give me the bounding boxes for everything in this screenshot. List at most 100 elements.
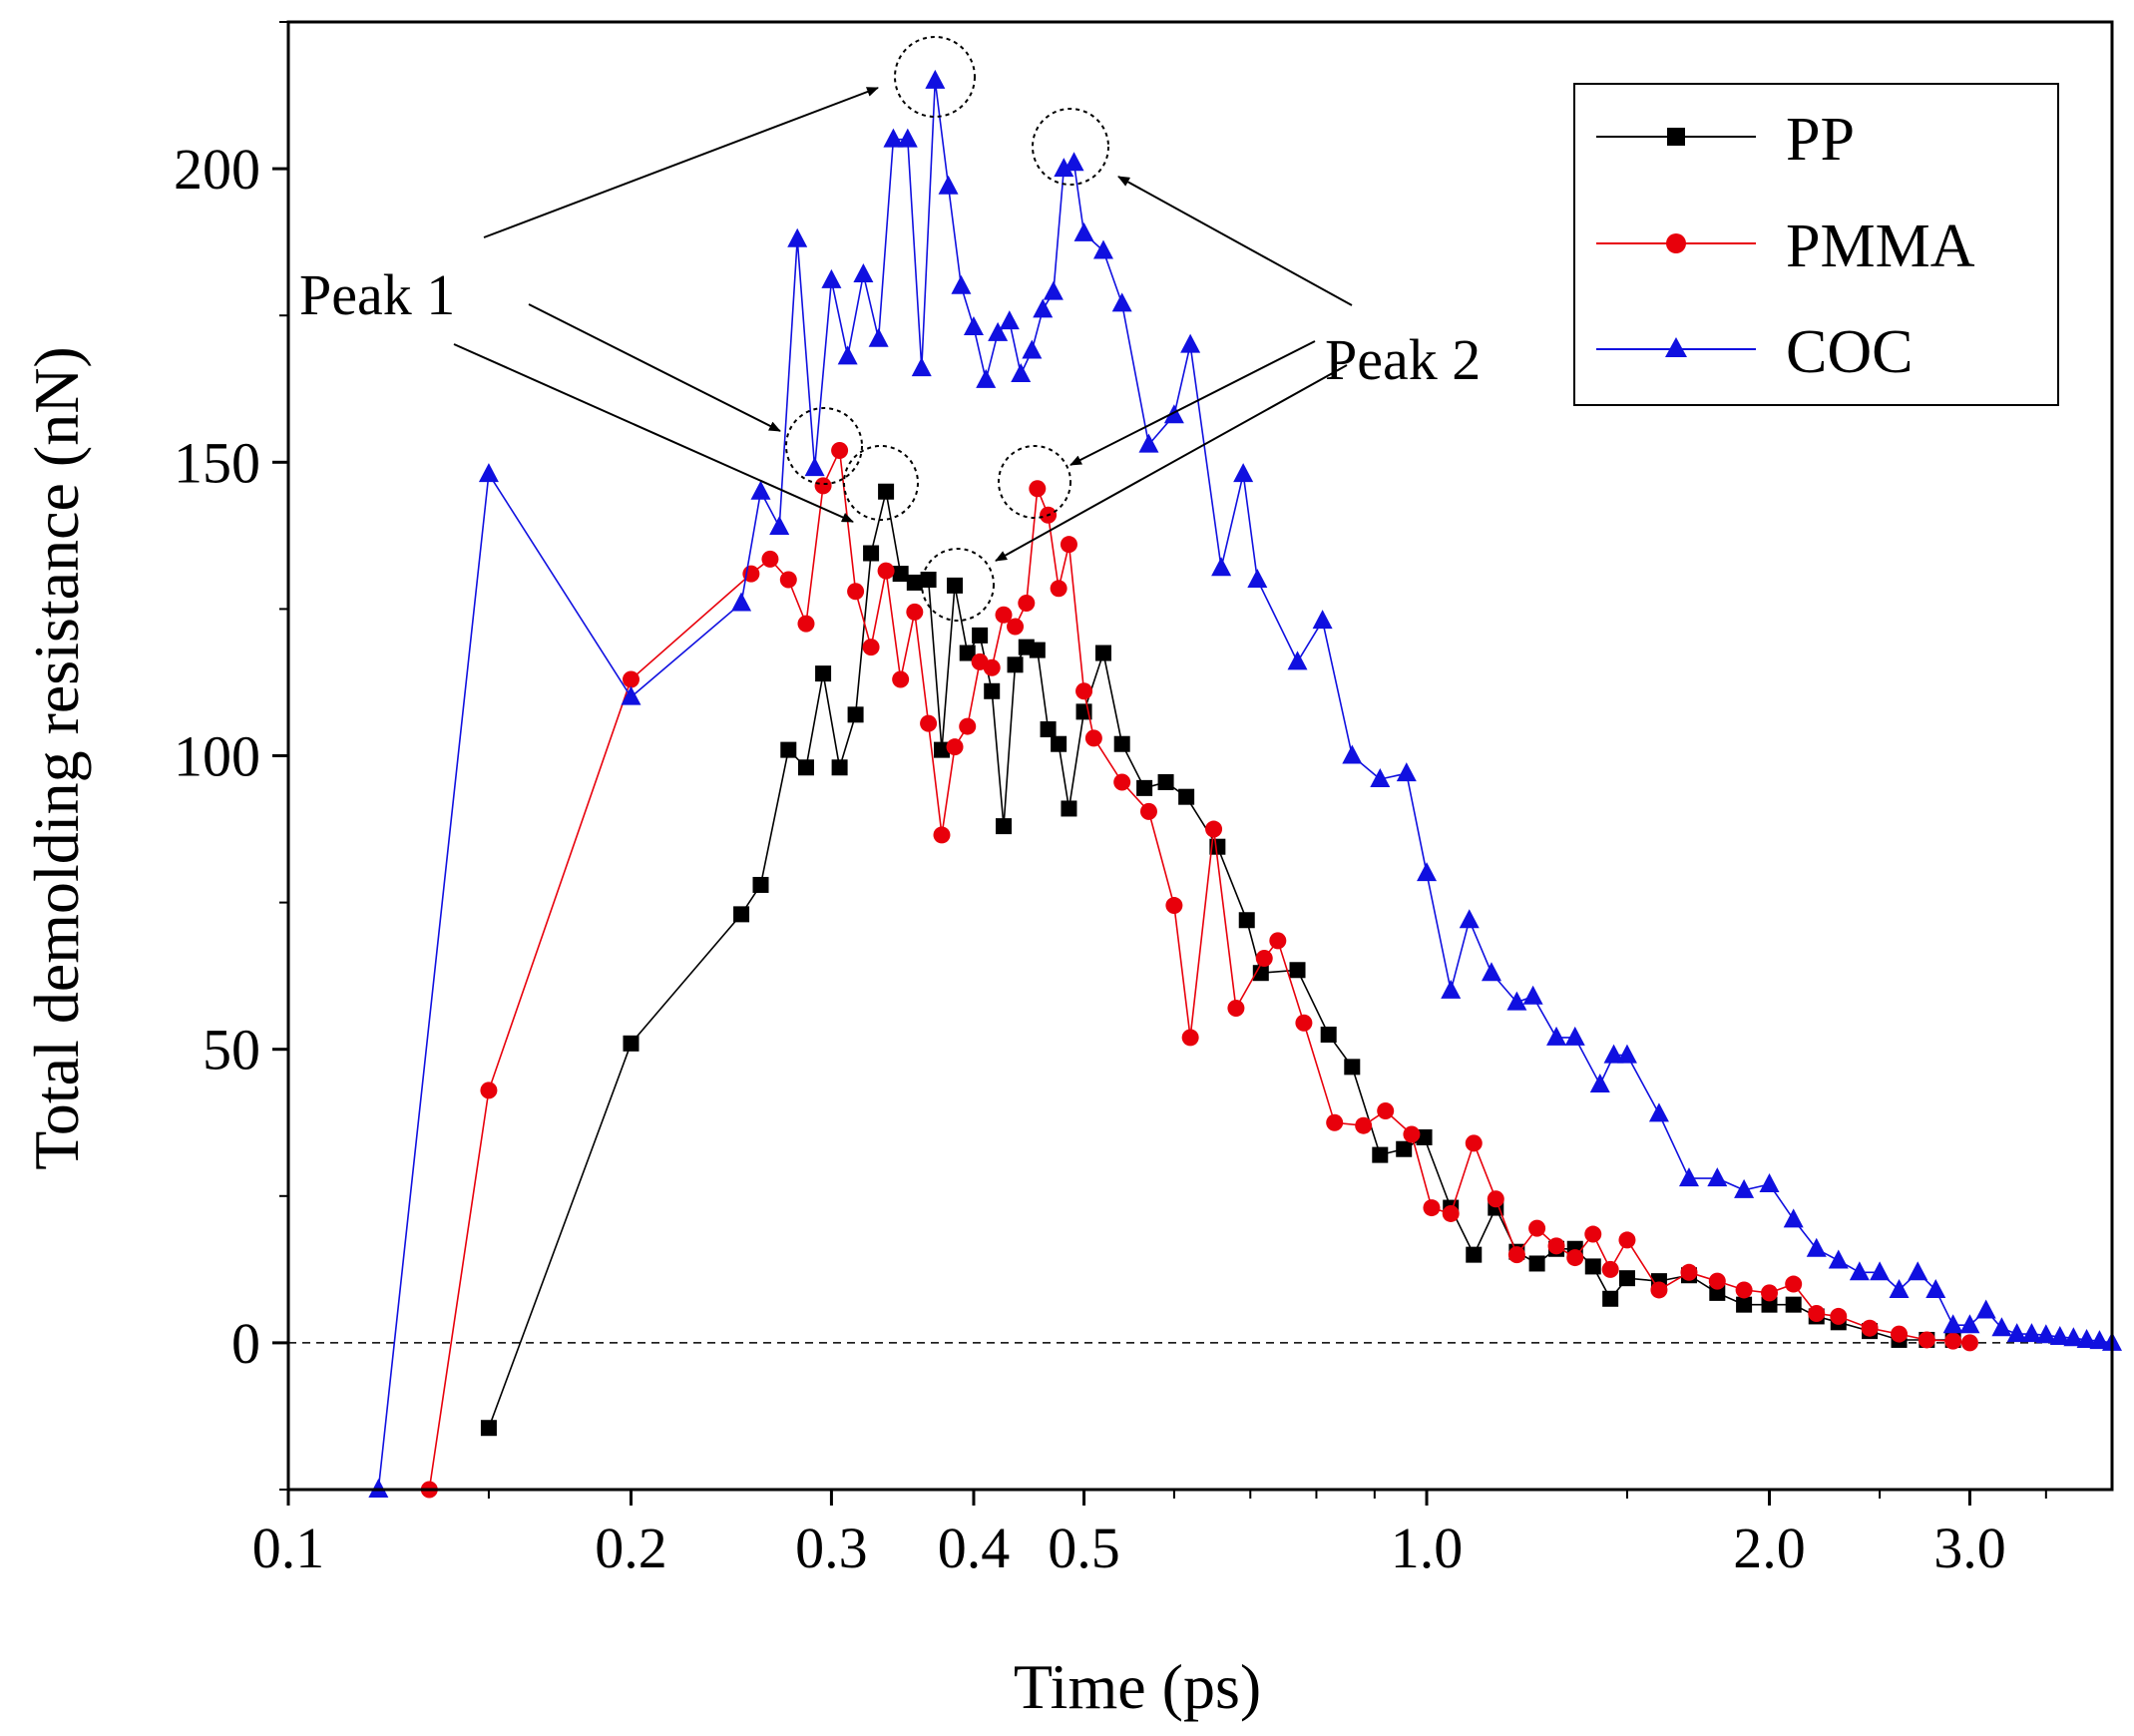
- data-point-pmma-45: [1487, 1190, 1504, 1208]
- data-point-coc-76: [2089, 1330, 2110, 1350]
- data-point-pp-3: [752, 876, 769, 893]
- x-axis-label: Time (ps): [1014, 1651, 1261, 1722]
- data-point-pmma-42: [1423, 1199, 1441, 1217]
- data-point-pmma-44: [1465, 1134, 1483, 1152]
- data-point-pmma-38: [1326, 1113, 1344, 1131]
- data-point-pp-9: [863, 545, 880, 562]
- data-point-pmma-8: [831, 442, 849, 460]
- data-point-coc-65: [1925, 1278, 1946, 1298]
- legend-label-pmma: PMMA: [1786, 213, 1975, 280]
- data-point-coc-39: [1342, 744, 1363, 764]
- data-point-coc-14: [911, 357, 932, 377]
- data-point-coc-55: [1707, 1167, 1728, 1187]
- data-point-coc-64: [1908, 1261, 1928, 1281]
- data-point-pp-25: [1061, 800, 1077, 817]
- data-point-pp-22: [1029, 642, 1046, 658]
- data-point-coc-12: [883, 128, 904, 148]
- data-point-coc-74: [2063, 1327, 2084, 1347]
- data-point-pmma-30: [1139, 802, 1157, 820]
- data-point-coc-27: [1064, 152, 1084, 172]
- data-point-pmma-62: [1891, 1325, 1909, 1343]
- data-point-coc-18: [963, 315, 984, 335]
- series-layer: [368, 69, 2122, 1499]
- data-point-pp-17: [972, 627, 989, 644]
- peak-circle-coc-2: [1032, 108, 1109, 186]
- data-point-pmma-39: [1355, 1116, 1373, 1134]
- data-point-coc-66: [1942, 1314, 1963, 1334]
- data-point-pp-24: [1051, 735, 1067, 752]
- data-point-coc-63: [1889, 1278, 1910, 1298]
- data-point-coc-13: [897, 128, 918, 148]
- data-point-coc-44: [1459, 909, 1480, 929]
- data-point-coc-24: [1033, 298, 1054, 318]
- x-tick-label-0.4: 0.4: [938, 1516, 1011, 1580]
- data-point-pmma-35: [1255, 949, 1273, 967]
- arrow-peak2-coc: [1117, 176, 1353, 306]
- data-point-coc-19: [976, 368, 997, 388]
- x-tick-label-0.2: 0.2: [595, 1516, 667, 1580]
- data-point-coc-7: [804, 457, 825, 477]
- data-point-pp-29: [1136, 779, 1153, 796]
- data-point-pp-49: [1602, 1290, 1619, 1307]
- data-point-pmma-28: [1084, 729, 1102, 747]
- data-point-pp-7: [831, 759, 848, 776]
- data-point-pmma-63: [1918, 1331, 1935, 1349]
- data-point-coc-37: [1287, 651, 1308, 670]
- data-point-coc-22: [1011, 363, 1032, 383]
- data-point-pp-16: [959, 645, 976, 661]
- data-point-coc-70: [2006, 1323, 2027, 1343]
- data-point-coc-10: [853, 263, 874, 283]
- legend-entry-coc: COC: [1596, 318, 1913, 386]
- peak-circle-pmma-1: [785, 407, 863, 485]
- y-axis-label: Total demolding resistance (nN): [21, 346, 92, 1170]
- data-point-coc-58: [1783, 1208, 1804, 1228]
- series-line-pmma: [428, 447, 1970, 1490]
- data-point-pp-1: [623, 1035, 640, 1052]
- series-pmma: [420, 442, 1978, 1499]
- data-point-pmma-2: [622, 670, 640, 688]
- data-point-coc-42: [1417, 862, 1438, 882]
- data-point-coc-17: [951, 274, 972, 294]
- annotation-peak-1: Peak 1: [299, 262, 455, 327]
- data-point-pmma-50: [1584, 1225, 1602, 1243]
- data-point-pp-27: [1094, 645, 1111, 661]
- legend-label-pp: PP: [1786, 106, 1855, 174]
- axes: 0.1 0.2 0.3 0.4 0.5 1.0 2.0 3.0 0 50 100 150 200: [174, 21, 2047, 1580]
- y-tick-label-100: 100: [174, 724, 260, 789]
- data-point-pmma-48: [1547, 1237, 1565, 1255]
- data-point-coc-54: [1678, 1167, 1699, 1187]
- data-point-coc-60: [1828, 1249, 1849, 1269]
- data-point-pp-11: [892, 566, 909, 583]
- legend-entry-pmma: PMMA: [1596, 213, 1975, 280]
- data-point-pp-6: [815, 665, 832, 682]
- data-point-pmma-65: [1960, 1334, 1978, 1352]
- data-point-coc-16: [938, 175, 959, 195]
- data-point-pmma-31: [1165, 897, 1183, 915]
- data-point-pmma-12: [892, 670, 910, 688]
- data-point-pp-0: [480, 1420, 497, 1437]
- data-point-pp-35: [1289, 962, 1306, 979]
- data-point-pmma-4: [761, 550, 779, 568]
- data-point-coc-62: [1870, 1261, 1891, 1281]
- data-point-pmma-20: [995, 606, 1013, 624]
- legend-marker-pmma: [1666, 233, 1686, 253]
- data-point-coc-68: [1975, 1299, 1996, 1319]
- data-point-pp-12: [906, 574, 923, 591]
- arrow-peak1-coc: [483, 87, 879, 238]
- x-tick-label-3.0: 3.0: [1933, 1516, 2006, 1580]
- data-point-pmma-7: [814, 477, 832, 495]
- data-point-coc-57: [1759, 1173, 1780, 1193]
- data-point-coc-47: [1522, 985, 1543, 1005]
- data-point-pmma-22: [1018, 595, 1036, 613]
- data-point-pp-33: [1238, 912, 1255, 929]
- data-point-pp-18: [984, 682, 1001, 699]
- data-point-pmma-19: [983, 658, 1001, 676]
- data-point-pp-36: [1320, 1026, 1337, 1043]
- data-point-coc-48: [1546, 1026, 1567, 1046]
- arrow-peak2-pmma: [1069, 340, 1316, 466]
- data-point-coc-69: [1991, 1317, 2012, 1337]
- data-point-pmma-15: [933, 826, 951, 844]
- data-point-coc-67: [1959, 1314, 1980, 1334]
- data-point-pmma-41: [1403, 1125, 1421, 1143]
